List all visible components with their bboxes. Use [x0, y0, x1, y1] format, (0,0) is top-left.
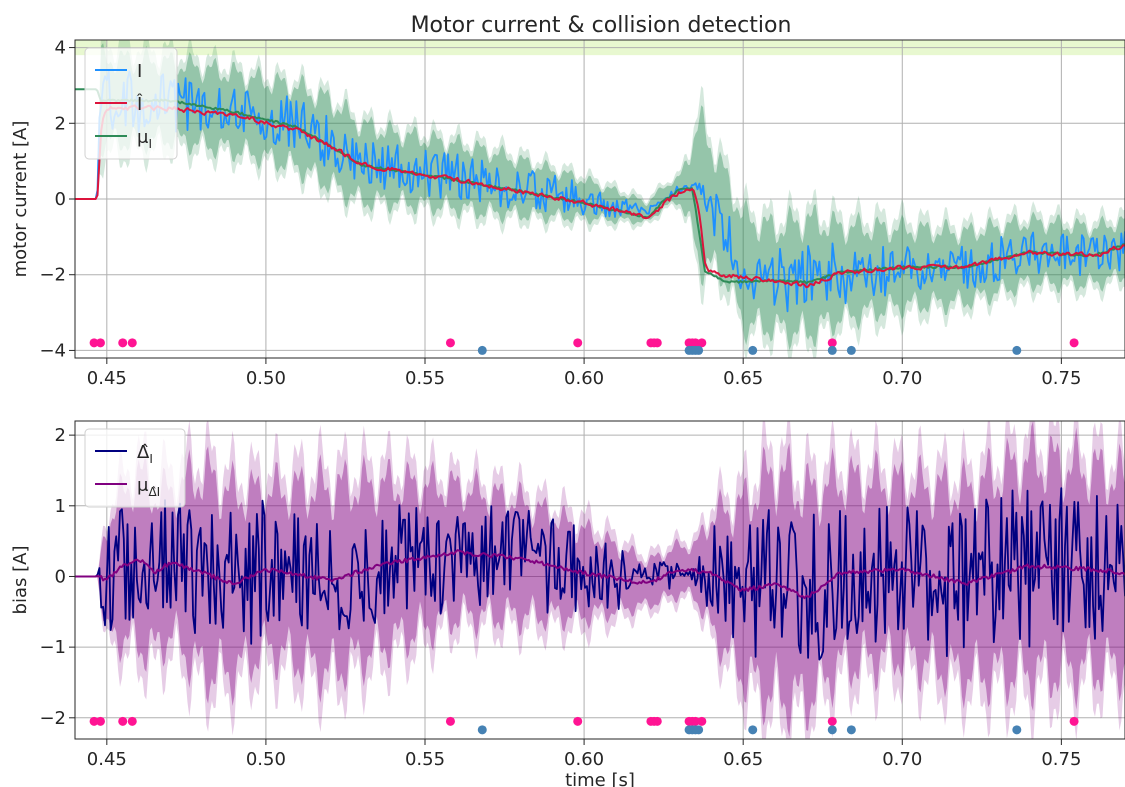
x-tick-label: 0.75	[1041, 368, 1081, 389]
event-marker-pink	[827, 716, 837, 726]
y-tick-label: 4	[55, 38, 66, 59]
x-tick-label: 0.45	[87, 368, 127, 389]
plot-area	[75, 40, 1125, 358]
event-marker-pink	[118, 716, 128, 726]
y-tick-label: 2	[55, 425, 66, 446]
series-line-delta-hat	[75, 487, 1125, 661]
event-marker-blue	[477, 345, 487, 355]
x-tick-label: 0.75	[1041, 749, 1081, 770]
event-marker-pink	[1069, 716, 1079, 726]
event-marker-blue	[748, 725, 758, 735]
legend-label: Î	[136, 93, 143, 115]
axes-frame	[74, 420, 1125, 740]
event-marker-pink	[445, 338, 455, 348]
event-marker-blue	[846, 345, 856, 355]
bias-panel: 0.45 0.50 0.55 0.60 0.65 0.70 0.75 −2 −1 0 1 2 bias …	[10, 420, 1125, 787]
event-marker-pink	[697, 716, 707, 726]
legend-label: I	[137, 61, 142, 82]
legend-label-subscript: I	[148, 137, 152, 151]
event-marker-pink	[118, 338, 128, 348]
event-marker-pink	[89, 338, 99, 348]
event-marker-blue	[827, 725, 837, 735]
confidence-band-inner	[75, 421, 1125, 737]
series-line-I-hat	[75, 104, 1125, 289]
event-marker-blue	[846, 725, 856, 735]
x-tick-label: 0.55	[405, 368, 445, 389]
event-marker-pink	[690, 716, 700, 726]
x-tick-label: 0.50	[246, 749, 286, 770]
series-line-I	[75, 70, 1125, 313]
legend-box	[84, 428, 186, 508]
event-marker-blue	[694, 725, 704, 735]
y-tick-label: 0	[55, 189, 66, 210]
y-tick-label: −2	[39, 708, 66, 729]
x-tick-label: 0.55	[405, 749, 445, 770]
event-marker-blue	[477, 725, 487, 735]
event-marker-pink	[652, 338, 662, 348]
y-axis-label: motor current [A]	[10, 121, 31, 278]
event-marker-blue	[1012, 345, 1022, 355]
current-panel: 0.45 0.50 0.55 0.60 0.65 0.70 0.75 −4 −2 0 2 4 motor…	[10, 38, 1125, 389]
x-tick-label: 0.50	[246, 368, 286, 389]
confidence-band-outer	[75, 421, 1125, 739]
x-tick-label: 0.70	[882, 368, 922, 389]
x-tick-label: 0.65	[723, 368, 763, 389]
legend-label: μI	[137, 127, 152, 151]
y-axis-label: bias [A]	[10, 546, 31, 615]
chart-title: Motor current & collision detection	[411, 13, 792, 38]
plot-area	[75, 421, 1125, 739]
legend-label-subscript: Δ̂I	[148, 485, 160, 499]
series-line-mu-I	[75, 88, 1125, 285]
event-marker-pink	[652, 716, 662, 726]
x-tick-label: 0.70	[882, 749, 922, 770]
event-marker-pink	[445, 716, 455, 726]
event-marker-pink	[573, 716, 583, 726]
x-tick-label: 0.60	[564, 368, 604, 389]
event-marker-blue	[694, 345, 704, 355]
event-marker-pink	[95, 716, 105, 726]
event-marker-pink	[827, 338, 837, 348]
event-marker-pink	[89, 716, 99, 726]
y-tick-label: 2	[55, 113, 66, 134]
y-tick-label: 1	[55, 496, 66, 517]
event-marker-pink	[690, 338, 700, 348]
y-tick-label: 0	[55, 566, 66, 587]
x-axis-label: time [s]	[565, 770, 635, 787]
event-marker-pink	[127, 338, 137, 348]
event-marker-pink	[127, 716, 137, 726]
y-tick-label: −4	[39, 340, 66, 361]
event-marker-blue	[827, 345, 837, 355]
legend-box	[84, 47, 178, 160]
event-marker-pink	[1069, 338, 1079, 348]
x-tick-label: 0.65	[723, 749, 763, 770]
y-tick-label: −1	[39, 637, 66, 658]
legend-label: Δ̂I	[137, 442, 153, 466]
x-tick-label: 0.60	[564, 749, 604, 770]
event-marker-pink	[573, 338, 583, 348]
event-marker-blue	[748, 345, 758, 355]
event-marker-pink	[697, 338, 707, 348]
legend-label-subscript: I	[149, 452, 153, 466]
y-tick-label: −2	[39, 265, 66, 286]
event-marker-pink	[95, 338, 105, 348]
x-tick-label: 0.45	[87, 749, 127, 770]
series-line-mu-delta	[75, 549, 1125, 600]
legend: Δ̂IμΔ̂I	[84, 428, 186, 508]
event-marker-blue	[1012, 725, 1022, 735]
